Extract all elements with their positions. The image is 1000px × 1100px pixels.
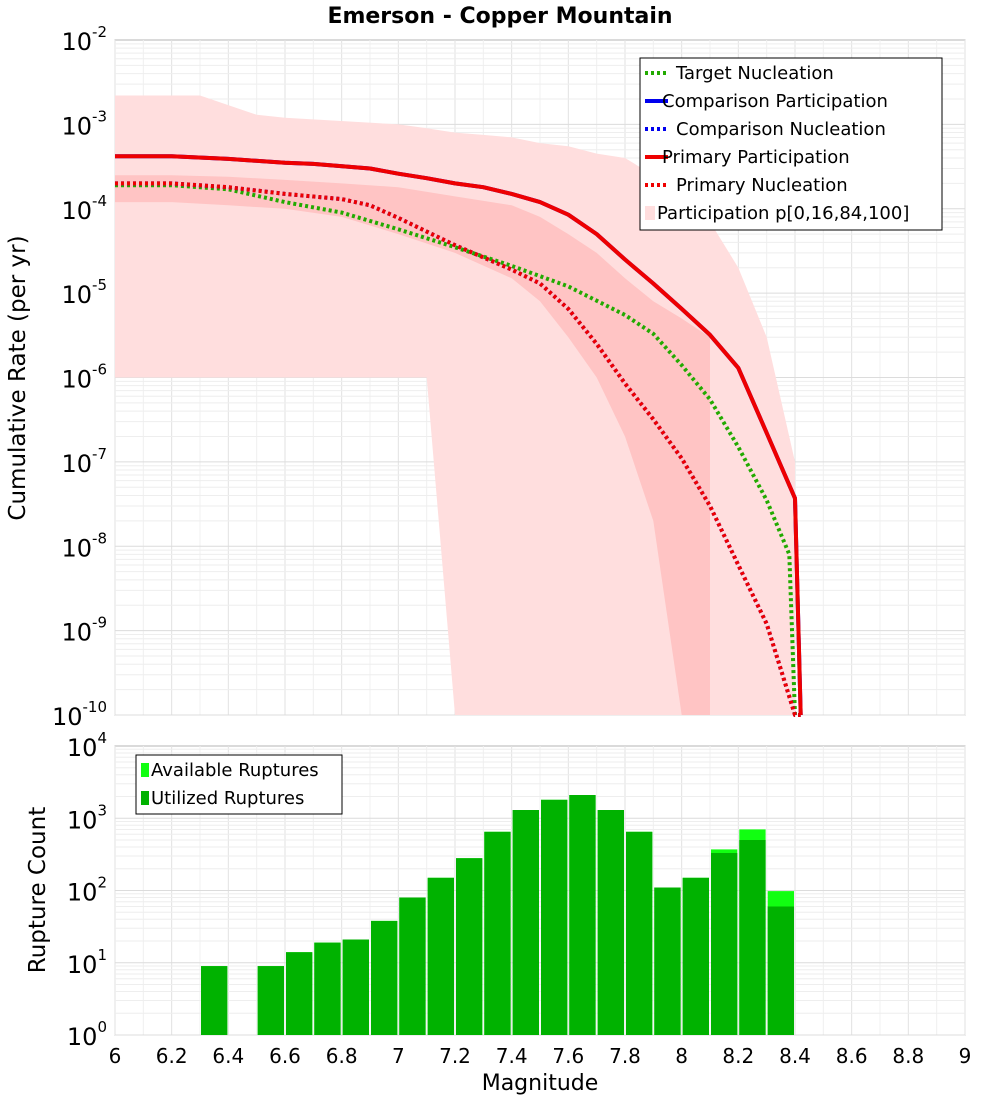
legend-label: Available Ruptures [151, 760, 319, 781]
legend-box [135, 754, 343, 815]
bar [456, 858, 483, 1035]
bottom-y-ticks: 100 101 102 103 104 [67, 729, 107, 1051]
bottom-bars [201, 795, 794, 1035]
legend-swatch [141, 763, 149, 777]
x-tick-label: 6.6 [269, 1044, 301, 1068]
y-tick-label: 103 [67, 801, 107, 834]
bottom-y-axis-label: Rupture Count [25, 807, 51, 973]
bar [711, 853, 738, 1035]
x-axis-label: Magnitude [482, 1071, 599, 1096]
x-tick-label: 8.4 [779, 1044, 811, 1068]
legend-swatch [141, 791, 149, 805]
x-tick-label: 7.6 [552, 1044, 584, 1068]
bar [257, 966, 284, 1035]
y-tick-label: 100 [67, 1018, 107, 1051]
series-line [115, 183, 797, 716]
x-tick-label: 6.4 [212, 1044, 244, 1068]
bottom-plot: 100 101 102 103 104 6 6.2 6.4 6.6 6.8 7 7.2 7.4 7.6 7… [25, 729, 971, 1096]
legend-label: Comparison Participation [662, 91, 888, 112]
x-tick-label: 7.8 [609, 1044, 641, 1068]
bar [427, 877, 454, 1035]
bar [399, 897, 426, 1035]
legend-label: Target Nucleation [675, 63, 834, 84]
bottom-legend: Available Ruptures Utilized Ruptures [135, 754, 343, 815]
x-tick-label: 6 [109, 1044, 122, 1068]
series-line [115, 154, 803, 716]
x-tick-label: 6.2 [156, 1044, 188, 1068]
y-tick-label: 10-4 [61, 192, 107, 225]
legend-label: Comparison Nucleation [676, 119, 886, 140]
chart-title: Emerson - Copper Mountain [327, 4, 672, 29]
y-tick-label: 10-6 [61, 361, 107, 394]
y-tick-label: 10-7 [61, 445, 107, 478]
x-tick-label: 7 [392, 1044, 405, 1068]
x-tick-label: 9 [959, 1044, 972, 1068]
y-tick-label: 10-10 [52, 698, 107, 731]
x-tick-label: 7.4 [496, 1044, 528, 1068]
bar [286, 952, 313, 1035]
top-plot: 10-10 10-9 10-8 10-7 10-6 10-5 10-4 10-3 10-2 Cu… [5, 23, 966, 731]
y-tick-label: 10-3 [61, 107, 107, 140]
bar [484, 831, 511, 1035]
x-tick-label: 8.6 [836, 1044, 868, 1068]
legend-label: Participation p[0,16,84,100] [657, 203, 909, 224]
bottom-x-ticks: 6 6.2 6.4 6.6 6.8 7 7.2 7.4 7.6 7.8 8 8.2 8.4 8.6 8.8 9 [109, 1044, 972, 1068]
top-y-ticks: 10-10 10-9 10-8 10-7 10-6 10-5 10-4 10-3 10-2 [52, 23, 107, 731]
bar [342, 939, 369, 1035]
legend-label: Primary Participation [662, 147, 850, 168]
bar [201, 966, 228, 1035]
y-tick-label: 10-8 [61, 529, 107, 562]
top-y-axis-label: Cumulative Rate (per yr) [5, 235, 31, 520]
legend-label: Primary Nucleation [676, 175, 848, 196]
legend-box [639, 57, 943, 231]
bar [767, 906, 794, 1035]
percentile-band [115, 175, 710, 715]
bar [371, 920, 398, 1035]
bar [314, 942, 341, 1035]
y-tick-label: 10-5 [61, 276, 107, 309]
series-line [115, 181, 801, 717]
bar [654, 887, 681, 1035]
bottom-grid [114, 746, 966, 1036]
top-lines [115, 154, 803, 717]
bar [569, 795, 596, 1035]
y-tick-label: 10-2 [61, 23, 107, 56]
top-bands [115, 95, 795, 715]
legend-label: Utilized Ruptures [151, 788, 304, 809]
y-tick-label: 10-9 [61, 614, 107, 647]
x-tick-label: 6.8 [326, 1044, 358, 1068]
y-tick-label: 104 [67, 729, 107, 762]
bar [512, 810, 539, 1035]
x-tick-label: 8.2 [722, 1044, 754, 1068]
bar [739, 840, 766, 1035]
bar [541, 799, 568, 1035]
x-tick-label: 7.2 [439, 1044, 471, 1068]
x-tick-label: 8.8 [892, 1044, 924, 1068]
bar [626, 831, 653, 1035]
x-tick-label: 8 [675, 1044, 688, 1068]
percentile-band [115, 95, 795, 715]
legend-swatch [645, 206, 655, 220]
y-tick-label: 101 [67, 946, 107, 979]
bar [597, 810, 624, 1035]
top-legend: Target Nucleation Comparison Participatio… [639, 57, 943, 231]
y-tick-label: 102 [67, 874, 107, 907]
bar [682, 877, 709, 1035]
